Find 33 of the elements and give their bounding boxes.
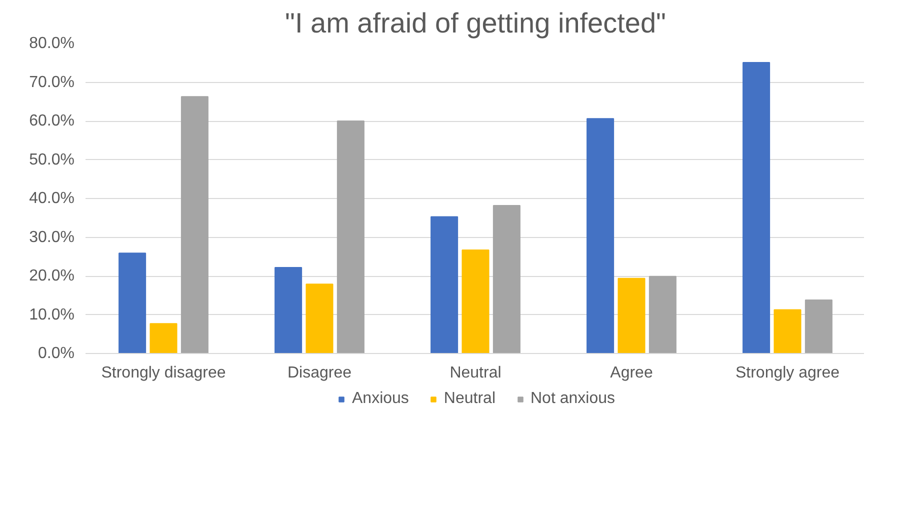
legend-label: Not anxious [530, 390, 615, 408]
bar [774, 309, 802, 354]
bar [150, 323, 178, 354]
y-tick-label: 60.0% [29, 112, 75, 130]
y-tick-label: 50.0% [29, 151, 75, 168]
y-tick-label: 30.0% [29, 228, 75, 246]
bar [306, 284, 334, 354]
bar [274, 266, 302, 354]
y-tick-label: 20.0% [29, 268, 75, 284]
y-tick-label: 80.0% [29, 35, 75, 52]
bar [586, 118, 614, 354]
bar [118, 252, 146, 354]
bar [492, 204, 520, 354]
y-tick-label: 0.0% [38, 345, 74, 362]
bar [180, 96, 208, 354]
y-tick-label: 40.0% [29, 190, 75, 207]
y-tick-label: 10.0% [29, 306, 75, 324]
bar [462, 250, 490, 354]
bar [336, 120, 364, 354]
x-tick-label: Strongly disagree [101, 364, 226, 382]
x-tick-label: Neutral [450, 364, 502, 382]
bar [742, 62, 770, 354]
bar [648, 276, 676, 354]
bar [804, 300, 832, 354]
chart-title: "I am afraid of getting infected" [285, 8, 666, 38]
bar [430, 216, 458, 354]
legend-label: Neutral [444, 390, 496, 408]
bar [618, 278, 646, 354]
x-tick-label: Strongly agree [735, 364, 840, 382]
x-tick-label: Agree [610, 364, 653, 382]
legend-label: Anxious [352, 390, 409, 408]
x-tick-label: Disagree [287, 364, 352, 382]
y-tick-label: 70.0% [29, 74, 75, 91]
